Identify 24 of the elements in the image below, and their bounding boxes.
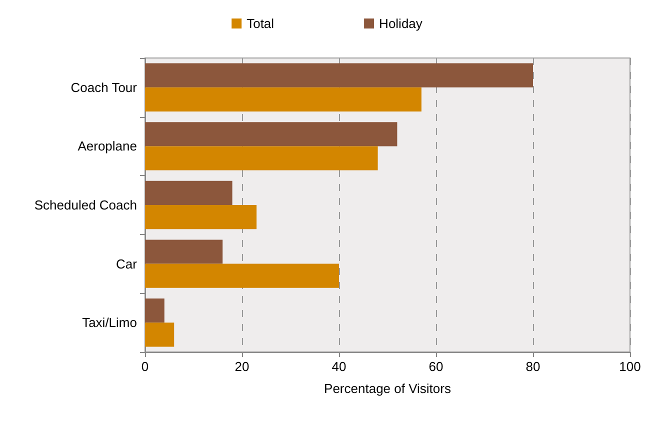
legend-label: Holiday [379,16,423,31]
y-tick-label: Car [116,256,138,272]
bar [145,87,422,112]
bar [145,122,398,146]
y-tick-label: Scheduled Coach [34,198,137,212]
x-axis-title: Percentage of Visitors [324,381,452,396]
x-tick-label: 80 [526,359,540,374]
y-tick-label: Aeroplane [78,138,137,154]
bar [145,264,339,288]
x-tick-label: 60 [428,359,444,374]
x-tick-label: 100 [619,359,641,374]
x-tick-label: 0 [141,359,149,374]
x-tick-label: 20 [234,359,250,374]
y-tick-label: Coach Tour [70,80,138,95]
bar [145,205,257,230]
bar [145,63,533,88]
bar [145,180,232,205]
x-tick-label: 40 [332,359,346,374]
legend-label: Total [246,16,274,31]
bar [145,298,164,323]
bar [145,240,223,264]
bar [145,322,174,347]
bar [145,146,378,170]
y-tick-label: Taxi/Limo [82,315,137,330]
